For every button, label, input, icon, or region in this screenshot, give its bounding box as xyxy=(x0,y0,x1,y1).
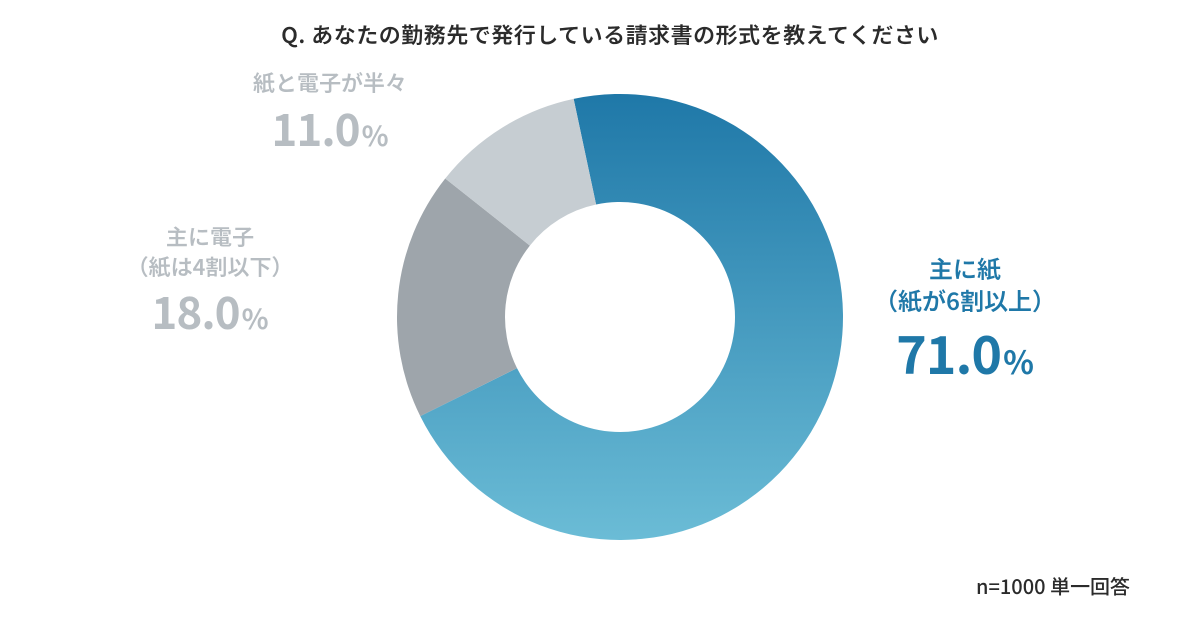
label-mostly-paper: 主に紙 （紙が6割以上） 71.0% xyxy=(810,252,1120,387)
label-value: 71.0% xyxy=(810,317,1120,387)
label-line1: 主に紙 xyxy=(810,252,1120,284)
label-line2: （紙は4割以下） xyxy=(80,252,340,282)
label-value: 11.0% xyxy=(200,98,460,157)
label-half-half: 紙と電子が半々 11.0% xyxy=(200,68,460,157)
chart-container: 主に紙 （紙が6割以上） 71.0% 主に電子 （紙は4割以下） 18.0% 紙… xyxy=(0,62,1200,602)
label-line1: 主に電子 xyxy=(80,222,340,252)
label-mostly-electronic: 主に電子 （紙は4割以下） 18.0% xyxy=(80,222,340,341)
label-value: 18.0% xyxy=(80,281,340,340)
footer-note: n=1000 単一回答 xyxy=(976,571,1130,600)
label-line2: （紙が6割以上） xyxy=(810,284,1120,316)
label-line1: 紙と電子が半々 xyxy=(200,68,460,98)
chart-title: Q. あなたの勤務先で発行している請求書の形式を教えてください xyxy=(0,18,1200,50)
